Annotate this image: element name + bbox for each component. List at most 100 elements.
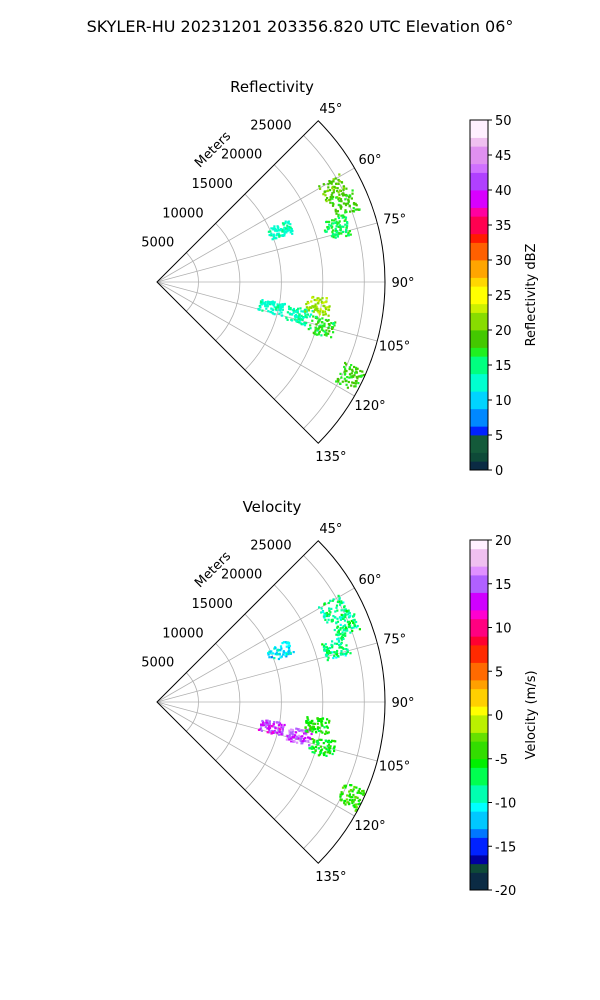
colorbar-segment: [470, 758, 488, 768]
echo-pixel: [312, 728, 315, 731]
echo-pixel: [345, 194, 348, 197]
echo-pixel: [332, 219, 336, 222]
radial-tick-label: 5000: [141, 656, 174, 671]
echo-pixel: [328, 305, 331, 308]
echo-pixel: [278, 235, 281, 238]
echo-pixel: [325, 334, 328, 337]
echo-pixel: [324, 313, 327, 316]
echo-pixel: [264, 725, 267, 729]
echo-pixel: [323, 612, 326, 615]
echo-pixel: [339, 632, 342, 636]
echo-pixel: [268, 730, 271, 733]
echo-pixel: [306, 729, 309, 732]
echo-pixel: [273, 313, 276, 316]
echo-pixel: [340, 609, 343, 612]
echo-pixel: [320, 738, 323, 741]
radial-tick-label: 10000: [162, 206, 203, 221]
echo-pixel: [327, 656, 330, 659]
echo-pixel: [351, 189, 354, 192]
echo-pixel: [277, 232, 280, 235]
echo-pixel: [282, 641, 285, 644]
echo-pixel: [351, 626, 354, 630]
echo-pixel: [306, 313, 309, 316]
echo-pixel: [329, 652, 332, 655]
echo-pixel: [347, 623, 350, 626]
echo-pixel: [335, 651, 338, 654]
echo-pixel: [288, 229, 291, 232]
colorbar-segment: [470, 741, 488, 751]
echo-pixel: [320, 611, 323, 614]
echo-pixel: [328, 220, 331, 223]
echo-pixel: [335, 656, 338, 659]
echo-pixel: [343, 219, 346, 222]
echo-pixel: [307, 719, 310, 722]
echo-pixel: [306, 740, 309, 743]
colorbar-segment: [470, 365, 488, 375]
colorbar-segment: [470, 225, 488, 235]
echo-pixel: [361, 790, 364, 793]
echo-pixel: [273, 657, 276, 660]
echo-pixel: [334, 177, 337, 180]
echo-pixel: [356, 367, 359, 370]
echo-pixel: [315, 327, 318, 330]
echo-pixel: [327, 226, 330, 229]
echo-pixel: [351, 796, 354, 799]
echo-pixel: [261, 719, 264, 723]
echo-pixel: [354, 795, 357, 799]
echo-pixel: [343, 370, 346, 373]
echo-pixel: [328, 719, 331, 722]
echo-pixel: [335, 225, 338, 228]
echo-pixel: [336, 600, 339, 604]
echo-pixel: [310, 720, 313, 723]
echo-pixel: [268, 233, 271, 237]
figure-suptitle: SKYLER-HU 20231201 203356.820 UTC Elevat…: [87, 17, 514, 36]
echo-pixel: [319, 325, 322, 329]
colorbar-segment: [470, 356, 488, 366]
echo-pixel: [360, 375, 363, 378]
colorbar-segment: [470, 443, 488, 453]
colorbar-segment: [470, 662, 488, 672]
echo-pixel: [341, 631, 344, 634]
echo-pixel: [306, 716, 309, 719]
echo-pixel: [333, 655, 336, 658]
colorbar-segment: [470, 732, 488, 742]
echo-pixel: [285, 642, 289, 645]
echo-pixel: [278, 648, 282, 652]
echo-region: [339, 784, 365, 812]
echo-pixel: [344, 211, 347, 214]
echo-pixel: [339, 372, 342, 375]
echo-pixel: [340, 214, 343, 217]
colorbar-segment: [470, 793, 488, 803]
echo-pixel: [329, 599, 332, 602]
echo-pixel: [335, 622, 338, 625]
echo-pixel: [344, 198, 347, 201]
echo-pixel: [356, 796, 359, 799]
colorbar-segment: [470, 688, 488, 698]
echo-pixel: [344, 648, 348, 651]
echo-pixel: [336, 233, 339, 236]
echo-pixel: [355, 806, 358, 809]
echo-pixel: [353, 374, 356, 377]
colorbar-segment: [470, 627, 488, 637]
echo-pixel: [336, 654, 340, 657]
colorbar-tick-label: -15: [495, 840, 516, 855]
echo-pixel: [345, 228, 348, 231]
echo-pixel: [291, 232, 294, 235]
echo-pixel: [288, 307, 291, 311]
echo-pixel: [344, 654, 347, 657]
echo-pixel: [329, 181, 332, 184]
echo-pixel: [343, 365, 346, 369]
echo-pixel: [324, 653, 328, 656]
echo-pixel: [267, 310, 270, 313]
echo-pixel: [358, 628, 361, 631]
echo-pixel: [342, 615, 345, 618]
echo-pixel: [268, 725, 271, 728]
echo-pixel: [294, 314, 297, 317]
echo-pixel: [342, 192, 345, 195]
echo-pixel: [291, 731, 294, 734]
azimuth-tick-label: 120°: [354, 399, 385, 414]
colorbar-segment: [470, 347, 488, 357]
echo-pixel: [309, 324, 312, 327]
colorbar-segment: [470, 216, 488, 226]
echo-pixel: [321, 731, 324, 734]
